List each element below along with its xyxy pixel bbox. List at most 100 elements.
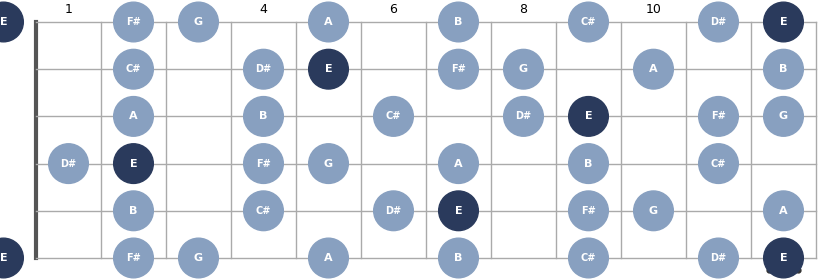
Text: A: A xyxy=(780,206,788,216)
Text: A: A xyxy=(454,158,463,169)
Text: F#: F# xyxy=(256,158,271,169)
Text: D#: D# xyxy=(60,158,77,169)
Circle shape xyxy=(244,49,283,89)
Circle shape xyxy=(569,238,608,278)
Text: 10: 10 xyxy=(645,3,662,17)
Circle shape xyxy=(699,144,738,183)
Text: C#: C# xyxy=(386,111,401,122)
Text: E: E xyxy=(780,17,787,27)
Circle shape xyxy=(569,191,608,231)
Text: D#: D# xyxy=(710,17,727,27)
Text: C#: C# xyxy=(581,253,597,263)
Text: A: A xyxy=(129,111,138,122)
Circle shape xyxy=(114,191,153,231)
Circle shape xyxy=(764,49,803,89)
Text: C#: C# xyxy=(126,64,141,74)
Circle shape xyxy=(634,49,673,89)
Circle shape xyxy=(764,97,803,136)
Circle shape xyxy=(114,2,153,42)
Circle shape xyxy=(309,49,349,89)
Text: G: G xyxy=(649,206,658,216)
Text: F#: F# xyxy=(126,253,141,263)
Text: B: B xyxy=(129,206,138,216)
Circle shape xyxy=(764,238,803,278)
Text: F#: F# xyxy=(451,64,466,74)
Text: B: B xyxy=(260,111,268,122)
Circle shape xyxy=(373,191,414,231)
Text: G: G xyxy=(194,253,203,263)
Text: 11: 11 xyxy=(710,3,727,17)
Circle shape xyxy=(569,2,608,42)
Circle shape xyxy=(309,2,349,42)
Text: 6: 6 xyxy=(390,3,397,17)
Text: D#: D# xyxy=(516,111,531,122)
Text: 7: 7 xyxy=(455,3,462,17)
Text: B: B xyxy=(584,158,592,169)
Circle shape xyxy=(503,49,543,89)
Circle shape xyxy=(179,2,218,42)
Circle shape xyxy=(373,97,414,136)
Circle shape xyxy=(0,2,23,42)
Text: A: A xyxy=(649,64,658,74)
Circle shape xyxy=(114,144,153,183)
Circle shape xyxy=(503,97,543,136)
Circle shape xyxy=(699,2,738,42)
Text: 3: 3 xyxy=(194,3,203,17)
Text: 4: 4 xyxy=(260,3,268,17)
Text: B: B xyxy=(780,64,788,74)
Text: A: A xyxy=(324,253,333,263)
Circle shape xyxy=(438,191,478,231)
Text: 2: 2 xyxy=(129,3,138,17)
Text: 1: 1 xyxy=(64,3,73,17)
Text: 5: 5 xyxy=(325,3,333,17)
Text: E: E xyxy=(0,253,7,263)
Circle shape xyxy=(569,144,608,183)
Text: F#: F# xyxy=(711,111,726,122)
Text: E: E xyxy=(780,253,787,263)
Text: 9: 9 xyxy=(584,3,592,17)
Text: E: E xyxy=(0,17,7,27)
Text: F#: F# xyxy=(581,206,596,216)
Circle shape xyxy=(634,191,673,231)
Text: E: E xyxy=(585,111,592,122)
Text: 12: 12 xyxy=(775,3,791,17)
Circle shape xyxy=(49,144,88,183)
Circle shape xyxy=(438,144,478,183)
Text: D#: D# xyxy=(386,206,401,216)
Circle shape xyxy=(438,238,478,278)
Text: G: G xyxy=(519,64,528,74)
Text: G: G xyxy=(324,158,333,169)
Circle shape xyxy=(569,97,608,136)
Circle shape xyxy=(114,238,153,278)
Text: 8: 8 xyxy=(519,3,527,17)
Text: E: E xyxy=(455,206,462,216)
Circle shape xyxy=(764,191,803,231)
Text: D#: D# xyxy=(255,64,272,74)
Circle shape xyxy=(438,2,478,42)
Circle shape xyxy=(244,144,283,183)
Circle shape xyxy=(244,191,283,231)
Text: A: A xyxy=(324,17,333,27)
Text: E: E xyxy=(325,64,332,74)
Circle shape xyxy=(114,49,153,89)
Text: G: G xyxy=(779,111,788,122)
Circle shape xyxy=(0,238,23,278)
Circle shape xyxy=(699,97,738,136)
Circle shape xyxy=(764,2,803,42)
Text: C#: C# xyxy=(711,158,726,169)
Circle shape xyxy=(244,97,283,136)
Circle shape xyxy=(114,97,153,136)
Text: B: B xyxy=(454,17,463,27)
Text: E: E xyxy=(129,158,138,169)
Circle shape xyxy=(179,238,218,278)
Circle shape xyxy=(309,144,349,183)
Text: C#: C# xyxy=(255,206,271,216)
Text: C#: C# xyxy=(581,17,597,27)
Circle shape xyxy=(699,238,738,278)
Circle shape xyxy=(309,238,349,278)
Text: D#: D# xyxy=(710,253,727,263)
Text: B: B xyxy=(454,253,463,263)
Text: G: G xyxy=(194,17,203,27)
Circle shape xyxy=(438,49,478,89)
Text: F#: F# xyxy=(126,17,141,27)
